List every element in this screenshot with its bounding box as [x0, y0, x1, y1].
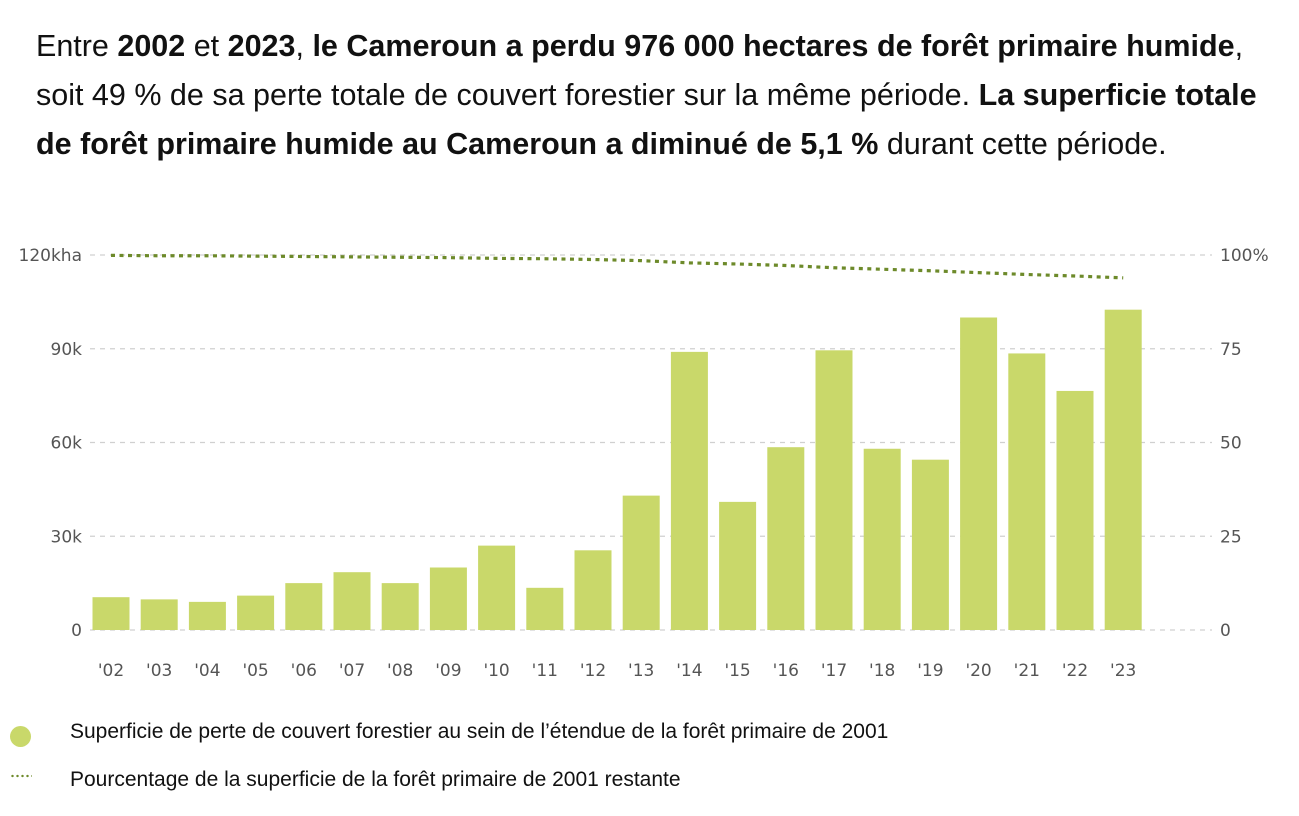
bar: [960, 317, 998, 630]
bar: [1104, 309, 1142, 630]
x-tick-label: '04: [194, 661, 220, 681]
y-left-tick-label: 0: [71, 621, 82, 641]
headline-run: 2002: [117, 29, 186, 63]
legend-label-line: Pourcentage de la superficie de la forêt…: [70, 768, 681, 791]
x-tick-label: '15: [724, 661, 750, 681]
x-tick-label: '09: [435, 661, 461, 681]
bar: [140, 599, 178, 630]
bar: [381, 583, 419, 630]
y-left-tick-label: 30k: [51, 527, 83, 547]
bar: [237, 595, 275, 630]
y-right-tick-label: 50: [1220, 434, 1242, 454]
bar: [911, 459, 949, 630]
bar: [815, 350, 853, 630]
x-tick-label: '22: [1062, 661, 1088, 681]
x-tick-label: '03: [146, 661, 172, 681]
bar: [333, 572, 371, 630]
headline-run: 2023: [227, 29, 296, 63]
headline-run: La superficie totale de forêt primaire h…: [36, 78, 1257, 161]
bar: [188, 601, 226, 630]
y-left-tick-label: 60k: [51, 434, 83, 454]
y-left-tick-label: 120kha: [19, 246, 82, 266]
legend-dotted-line-icon: [10, 774, 32, 778]
x-tick-label: '10: [483, 661, 509, 681]
y-right-tick-label: 25: [1220, 527, 1242, 547]
y-right-tick-label: 75: [1220, 340, 1242, 360]
bar: [285, 583, 323, 630]
x-tick-label: '21: [1014, 661, 1040, 681]
x-tick-label: '02: [98, 661, 124, 681]
x-tick-label: '19: [917, 661, 943, 681]
bar: [526, 587, 564, 630]
x-tick-label: '08: [387, 661, 413, 681]
legend-item-bars: Superficie de perte de couvert forestier…: [0, 720, 1200, 752]
bar: [622, 495, 660, 630]
headline-run: durant cette période.: [878, 127, 1167, 161]
headline-run: , soit 49 % de sa perte totale de couver…: [36, 29, 1244, 112]
bar: [719, 501, 757, 630]
x-tick-label: '11: [532, 661, 558, 681]
bar: [92, 597, 130, 630]
bar: [1008, 353, 1046, 630]
remaining-percent-line: [110, 253, 1124, 280]
x-tick-label: '14: [676, 661, 702, 681]
bar: [574, 550, 612, 630]
headline-run: Entre: [36, 29, 118, 63]
y-right-tick-label: 100%: [1220, 246, 1269, 266]
forest-loss-chart: 0 30k 60k 90k 120kha 0 25 50 75 100% '02 '03 '04 '05 '…: [19, 246, 1269, 681]
headline-run: et: [185, 29, 228, 63]
x-tick-label: '16: [773, 661, 799, 681]
x-tick-label: '05: [242, 661, 268, 681]
x-tick-label: '23: [1110, 661, 1136, 681]
headline-run: ,: [295, 29, 313, 63]
x-tick-label: '17: [821, 661, 847, 681]
bar: [478, 545, 516, 630]
y-left-tick-label: 90k: [51, 340, 83, 360]
bar: [670, 351, 708, 630]
bar: [863, 448, 901, 630]
x-tick-label: '18: [869, 661, 895, 681]
legend-label-bars: Superficie de perte de couvert forestier…: [70, 720, 889, 743]
x-tick-label: '06: [291, 661, 317, 681]
x-tick-label: '13: [628, 661, 654, 681]
x-tick-label: '12: [580, 661, 606, 681]
legend-dot-icon: [10, 726, 31, 747]
y-right-tick-label: 0: [1220, 621, 1231, 641]
x-tick-label: '20: [965, 661, 991, 681]
bar: [767, 447, 805, 630]
headline-run: le Cameroun a perdu 976 000 hectares de …: [312, 29, 1235, 63]
x-tick-label: '07: [339, 661, 365, 681]
bar: [429, 567, 467, 630]
legend-item-line: Pourcentage de la superficie de la forêt…: [0, 768, 1200, 800]
headline: Entre 2002 et 2023, le Cameroun a perdu …: [36, 22, 1266, 169]
bar: [1056, 390, 1094, 630]
